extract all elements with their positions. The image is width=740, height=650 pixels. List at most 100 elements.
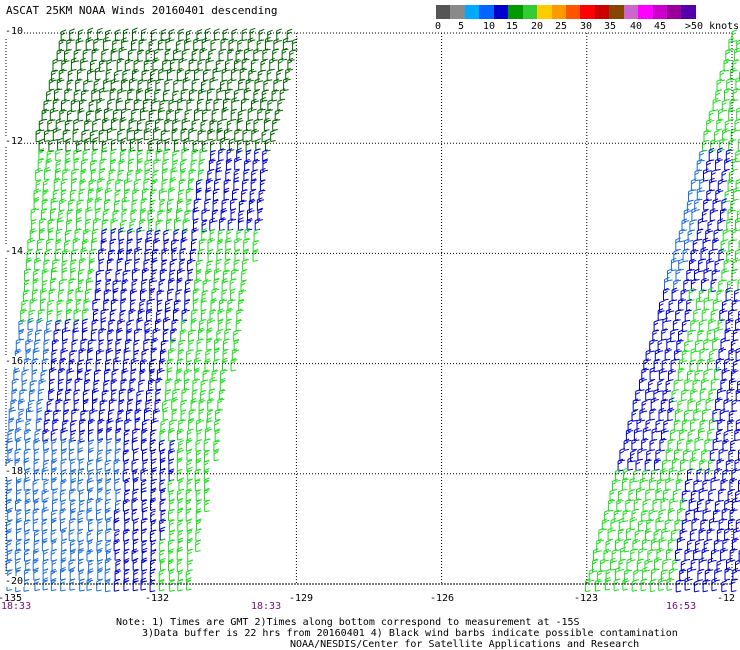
wind-barb [726, 218, 732, 232]
wind-barb [654, 557, 660, 571]
wind-barb [272, 118, 278, 131]
wind-barb [43, 438, 49, 452]
wind-barb [687, 369, 693, 382]
wind-barb [261, 89, 268, 102]
wind-barb [273, 78, 280, 92]
wind-barb [97, 487, 103, 501]
wind-barb [70, 429, 77, 442]
wind-barb [238, 78, 244, 91]
wind-barb [105, 578, 111, 593]
wind-barb [124, 489, 130, 503]
wind-barb [43, 259, 50, 273]
wind-barb [719, 408, 726, 422]
wind-barb [141, 69, 148, 82]
wind-barb [702, 139, 708, 152]
wind-barb [726, 249, 732, 262]
wind-barb [205, 27, 211, 42]
wind-barb [660, 497, 667, 512]
wind-barb [179, 328, 186, 342]
wind-barb [687, 539, 693, 553]
wind-barb [283, 77, 289, 92]
wind-barb [43, 479, 50, 493]
wind-barb [731, 468, 738, 481]
wind-barb [121, 107, 127, 122]
wind-barb [61, 538, 67, 552]
wind-barb [192, 298, 199, 312]
wind-barb [171, 396, 177, 411]
wind-barb [5, 558, 12, 572]
wind-barb [7, 448, 14, 462]
wind-barb [41, 488, 48, 503]
wind-barb [678, 258, 684, 271]
wind-barb [182, 77, 189, 91]
wind-barb [101, 147, 107, 161]
wind-barb [148, 378, 154, 392]
wind-barb [79, 178, 86, 191]
wind-barb [43, 348, 49, 361]
wind-barb [202, 279, 209, 293]
wind-barb [24, 498, 31, 512]
wind-barb [176, 468, 183, 482]
wind-barb [189, 88, 195, 102]
wind-barb [709, 349, 715, 362]
wind-barb [281, 47, 288, 61]
wind-barb [618, 517, 625, 532]
wind-barb [629, 516, 636, 531]
wind-barb [698, 319, 705, 333]
wind-barb [736, 107, 740, 121]
wind-barb [100, 317, 107, 331]
wind-barb [213, 268, 220, 281]
wind-barb [737, 380, 740, 393]
wind-barb [31, 358, 38, 372]
wind-barb [33, 188, 40, 201]
wind-barb [625, 527, 632, 541]
wind-barb [245, 139, 252, 153]
wind-barb [86, 277, 92, 291]
wind-barb [56, 77, 63, 91]
wind-barb [214, 178, 220, 191]
wind-barb [723, 258, 730, 273]
wind-barb [262, 48, 269, 61]
wind-barb [717, 387, 723, 401]
wind-barb [122, 358, 129, 373]
wind-barb [704, 438, 711, 452]
wind-barb [707, 220, 714, 233]
wind-barb [184, 287, 191, 302]
wind-barb [690, 347, 697, 362]
wind-barb [122, 498, 129, 512]
legend-label: 25 [555, 21, 568, 32]
wind-barb [655, 419, 662, 433]
wind-barb [151, 178, 158, 192]
wind-barb [101, 228, 108, 243]
wind-barb [122, 449, 129, 462]
wind-barb [96, 579, 102, 592]
wind-barb [623, 569, 630, 583]
wind-barb [76, 140, 82, 153]
wind-barb [225, 158, 232, 171]
wind-barb [724, 87, 730, 101]
wind-barb [190, 398, 197, 412]
wind-barb [156, 367, 163, 381]
wind-barb [33, 548, 39, 562]
wind-barb [191, 389, 198, 403]
wind-barb [84, 137, 90, 151]
wind-barb [51, 538, 58, 552]
wind-barb [198, 159, 205, 172]
wind-barb [166, 207, 173, 222]
wind-barb [173, 299, 180, 312]
wind-barb [735, 150, 740, 163]
wind-barb [120, 297, 126, 312]
wind-barb [732, 497, 738, 512]
wind-barb [85, 218, 91, 233]
wind-barb [123, 430, 130, 443]
wind-barb [184, 38, 190, 51]
wind-barb [184, 109, 191, 123]
wind-barb [169, 58, 176, 72]
wind-barb [696, 228, 703, 241]
wind-barb [82, 238, 88, 252]
wind-barb [282, 37, 289, 51]
wind-barb [151, 257, 158, 272]
wind-barb [645, 387, 651, 401]
wind-barb [652, 498, 659, 513]
wind-barb [178, 439, 184, 452]
